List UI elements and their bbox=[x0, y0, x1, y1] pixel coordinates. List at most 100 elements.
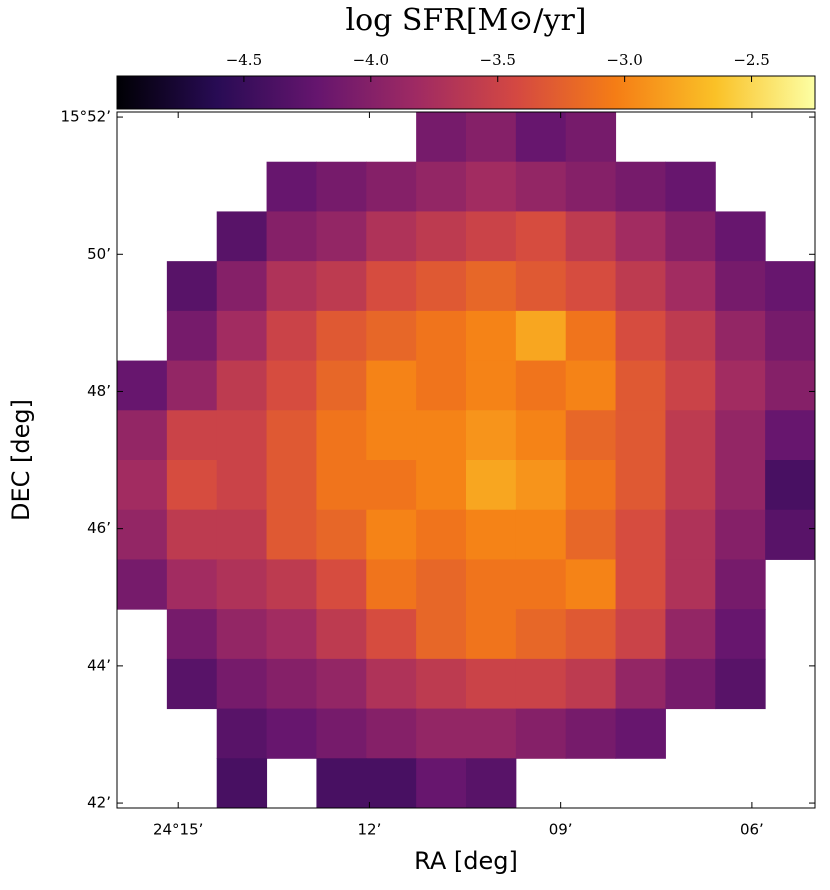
heatmap-cell bbox=[466, 658, 517, 710]
heatmap-cell bbox=[366, 708, 417, 759]
heatmap-cell bbox=[765, 460, 816, 511]
heatmap-cell bbox=[466, 758, 517, 809]
heatmap-cell bbox=[366, 310, 417, 362]
heatmap-cell bbox=[615, 211, 666, 262]
heatmap-cell bbox=[316, 360, 367, 411]
heatmap-cell bbox=[715, 211, 766, 262]
heatmap-cell bbox=[366, 509, 417, 560]
heatmap-cell bbox=[665, 509, 716, 560]
heatmap-cell bbox=[416, 410, 467, 461]
heatmap-cell bbox=[117, 360, 168, 411]
heatmap-cell bbox=[665, 559, 716, 610]
heatmap-cell bbox=[416, 460, 467, 511]
heatmap-cell bbox=[416, 708, 467, 759]
heatmap-cell bbox=[615, 460, 666, 511]
heatmap-cell bbox=[117, 460, 168, 511]
heatmap-cell bbox=[166, 658, 218, 710]
heatmap-cell bbox=[166, 310, 218, 362]
colorbar-tick-label: −2.5 bbox=[733, 51, 769, 69]
heatmap-cell bbox=[515, 509, 567, 560]
heatmap-cell bbox=[615, 609, 666, 660]
heatmap-cell bbox=[366, 609, 417, 660]
heatmap-cell bbox=[316, 410, 367, 461]
heatmap-cell bbox=[515, 211, 567, 262]
heatmap-cell bbox=[565, 609, 617, 660]
heatmap-cell bbox=[515, 112, 567, 163]
heatmap-cell bbox=[216, 310, 268, 362]
y-axis-label: DEC [deg] bbox=[7, 399, 35, 521]
heatmap-cell bbox=[665, 310, 716, 362]
heatmap-cell bbox=[117, 559, 168, 610]
heatmap-cell bbox=[615, 559, 666, 610]
heatmap-cell bbox=[715, 261, 766, 312]
heatmap-cell bbox=[665, 360, 716, 411]
heatmap-cell bbox=[416, 758, 467, 809]
heatmap-cell bbox=[565, 658, 617, 710]
heatmap-cell bbox=[515, 360, 567, 411]
heatmap-cell bbox=[216, 261, 268, 312]
heatmap-cell bbox=[216, 509, 268, 560]
heatmap-cell bbox=[565, 509, 617, 560]
x-tick-label: 12’ bbox=[357, 821, 381, 839]
heatmap-cell bbox=[366, 261, 417, 312]
heatmap-cell bbox=[615, 509, 666, 560]
heatmap-cell bbox=[316, 758, 367, 809]
y-tick-label: 46’ bbox=[87, 519, 111, 537]
heatmap-cell bbox=[466, 161, 517, 212]
colorbar bbox=[116, 75, 816, 110]
heatmap-cell bbox=[565, 261, 617, 312]
heatmap-cell bbox=[765, 360, 816, 411]
plot-frame bbox=[116, 111, 816, 809]
heatmap-cell bbox=[665, 609, 716, 660]
heatmap-cell bbox=[565, 161, 617, 212]
colorbar-tick-label: −4.0 bbox=[353, 51, 389, 69]
heatmap-cell bbox=[665, 658, 716, 710]
heatmap-cell bbox=[316, 559, 367, 610]
heatmap-cell bbox=[166, 410, 218, 461]
heatmap-cell bbox=[266, 261, 317, 312]
heatmap-cell bbox=[665, 211, 716, 262]
heatmap-cell bbox=[216, 460, 268, 511]
x-axis-label: RA [deg] bbox=[414, 847, 518, 875]
colorbar-tick-label: −3.0 bbox=[606, 51, 642, 69]
heatmap-cell bbox=[416, 360, 467, 411]
heatmap-cell bbox=[166, 609, 218, 660]
heatmap-cell bbox=[266, 609, 317, 660]
heatmap-cell bbox=[216, 410, 268, 461]
heatmap-cell bbox=[466, 360, 517, 411]
heatmap-cell bbox=[715, 410, 766, 461]
heatmap-cell bbox=[266, 509, 317, 560]
heatmap-cell bbox=[665, 460, 716, 511]
heatmap-cell bbox=[765, 509, 816, 560]
heatmap-cell bbox=[466, 261, 517, 312]
heatmap-cell bbox=[466, 410, 517, 461]
heatmap-cell bbox=[715, 360, 766, 411]
heatmap-cell bbox=[366, 360, 417, 411]
heatmap-cell bbox=[515, 658, 567, 710]
colorbar-tick-label: −3.5 bbox=[480, 51, 516, 69]
heatmap-cell bbox=[665, 261, 716, 312]
heatmap-cell bbox=[416, 261, 467, 312]
heatmap-cell bbox=[715, 509, 766, 560]
heatmap-cell bbox=[665, 410, 716, 461]
heatmap-cell bbox=[316, 161, 367, 212]
heatmap-cell bbox=[565, 559, 617, 610]
heatmap-cell bbox=[615, 310, 666, 362]
heatmap-cell bbox=[715, 658, 766, 710]
heatmap-cell bbox=[515, 559, 567, 610]
heatmap-cell bbox=[216, 211, 268, 262]
heatmap-cell bbox=[466, 211, 517, 262]
heatmap-cell bbox=[166, 460, 218, 511]
heatmap-cell bbox=[665, 161, 716, 212]
heatmap-cell bbox=[765, 310, 816, 362]
heatmap-cell bbox=[615, 161, 666, 212]
heatmap-cell bbox=[615, 708, 666, 759]
heatmap-cell bbox=[266, 360, 317, 411]
heatmap-cell bbox=[715, 609, 766, 660]
heatmap-cell bbox=[565, 360, 617, 411]
heatmap-cell bbox=[615, 410, 666, 461]
heatmap-cell bbox=[216, 708, 268, 759]
heatmap-cell bbox=[316, 460, 367, 511]
heatmap-cell bbox=[216, 609, 268, 660]
